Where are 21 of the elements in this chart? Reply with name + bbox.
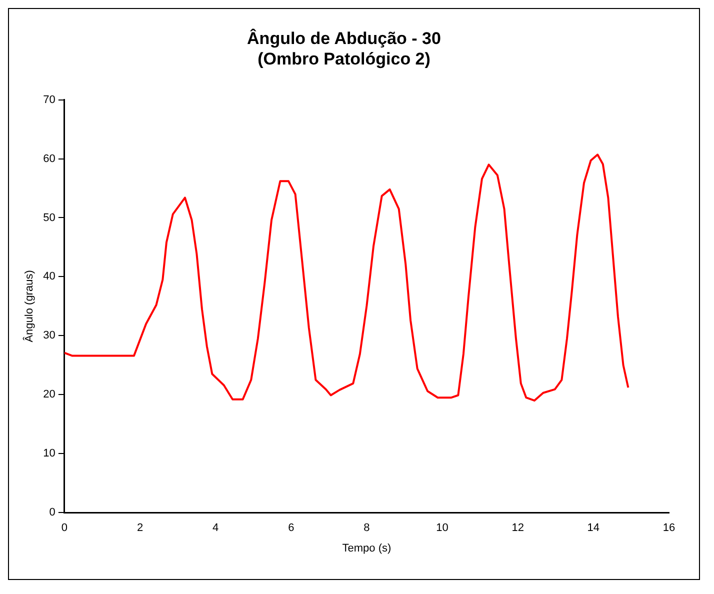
x-tick-label: 8 bbox=[364, 522, 370, 534]
x-tick-label: 0 bbox=[61, 522, 68, 534]
x-tick-label: 16 bbox=[662, 522, 676, 534]
y-axis-title: Ângulo (graus) bbox=[22, 270, 36, 342]
y-tick-label: 40 bbox=[43, 270, 56, 283]
x-axis-title: Tempo (s) bbox=[342, 542, 392, 554]
text: (Ombro Patológico 2) bbox=[258, 49, 430, 68]
x-tick-label: 2 bbox=[136, 522, 144, 534]
x-tick-label: 12 bbox=[512, 522, 524, 534]
x-tick-label: 14 bbox=[587, 522, 600, 534]
y-tick-label: 10 bbox=[43, 448, 56, 460]
y-tick-label: 0 bbox=[49, 506, 56, 519]
x-tick-label: 4 bbox=[212, 522, 219, 534]
text: Ângulo de Abdução - 30 bbox=[247, 28, 441, 48]
x-tick-label: 10 bbox=[436, 522, 448, 534]
y-tick-label: 70 bbox=[43, 94, 56, 106]
x-tick-label: 6 bbox=[288, 522, 294, 534]
y-tick-label: 30 bbox=[43, 330, 56, 342]
y-tick-label: 20 bbox=[43, 388, 56, 401]
y-tick-label: 50 bbox=[43, 212, 56, 224]
y-tick-label: 60 bbox=[43, 152, 56, 165]
